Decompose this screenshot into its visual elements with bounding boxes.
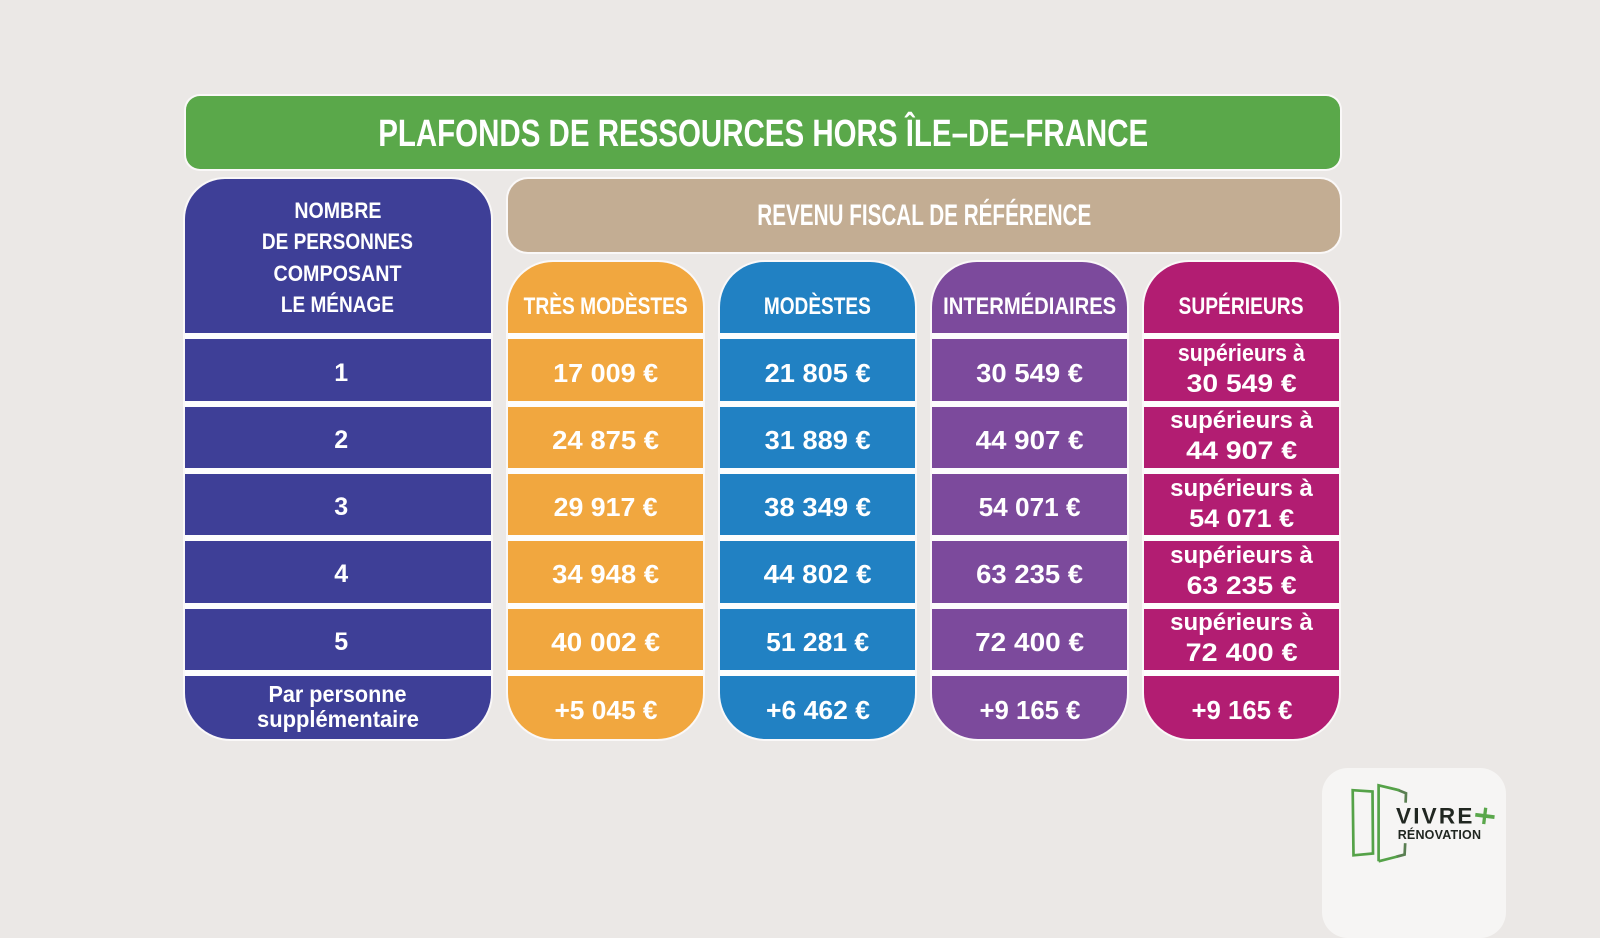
svg-text:VIVRE: VIVRE	[1396, 803, 1475, 828]
svg-text:RÉNOVATION: RÉNOVATION	[1398, 827, 1481, 842]
